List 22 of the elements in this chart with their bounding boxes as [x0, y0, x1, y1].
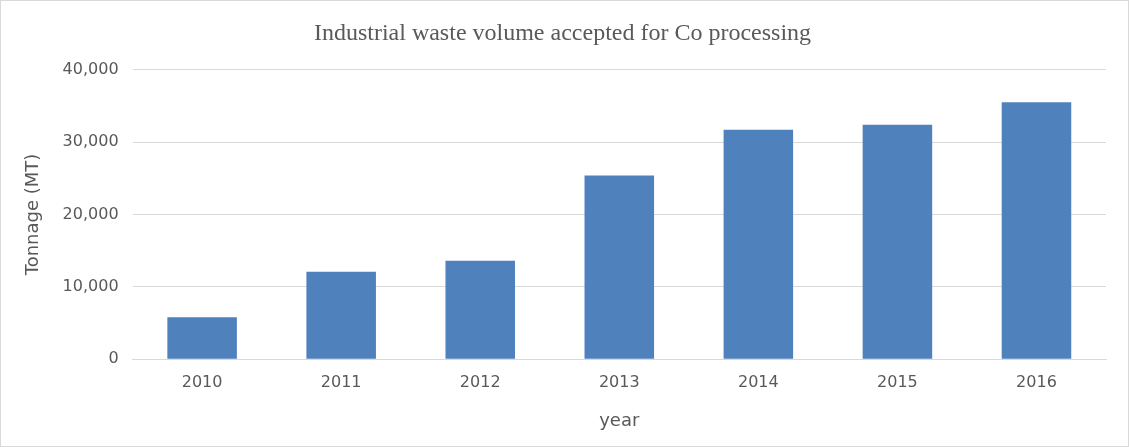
- y-tick-label: 0: [108, 348, 119, 368]
- x-tick-label: 2012: [459, 371, 501, 391]
- x-tick-label: 2013: [598, 371, 640, 391]
- y-axis-title: Tonnage (MT): [21, 153, 43, 277]
- y-tick-label: 40,000: [62, 58, 119, 78]
- y-tick-label: 10,000: [62, 276, 119, 296]
- bar: [723, 129, 794, 359]
- bar: [1001, 102, 1072, 359]
- x-axis-title: year: [599, 408, 640, 430]
- x-tick-label: 2014: [737, 371, 779, 391]
- bar: [167, 317, 237, 359]
- bar: [445, 260, 515, 359]
- bar: [306, 271, 376, 359]
- bar: [862, 124, 933, 359]
- x-tick-label: 2016: [1016, 371, 1057, 391]
- y-tick-label: 20,000: [62, 203, 119, 223]
- x-tick-label: 2011: [320, 371, 362, 391]
- x-tick-label: 2015: [877, 371, 918, 391]
- chart-title: Industrial waste volume accepted for Co processing: [313, 18, 812, 45]
- x-tick-label: 2010: [181, 371, 223, 391]
- bar: [584, 175, 655, 359]
- y-tick-label: 30,000: [62, 131, 119, 151]
